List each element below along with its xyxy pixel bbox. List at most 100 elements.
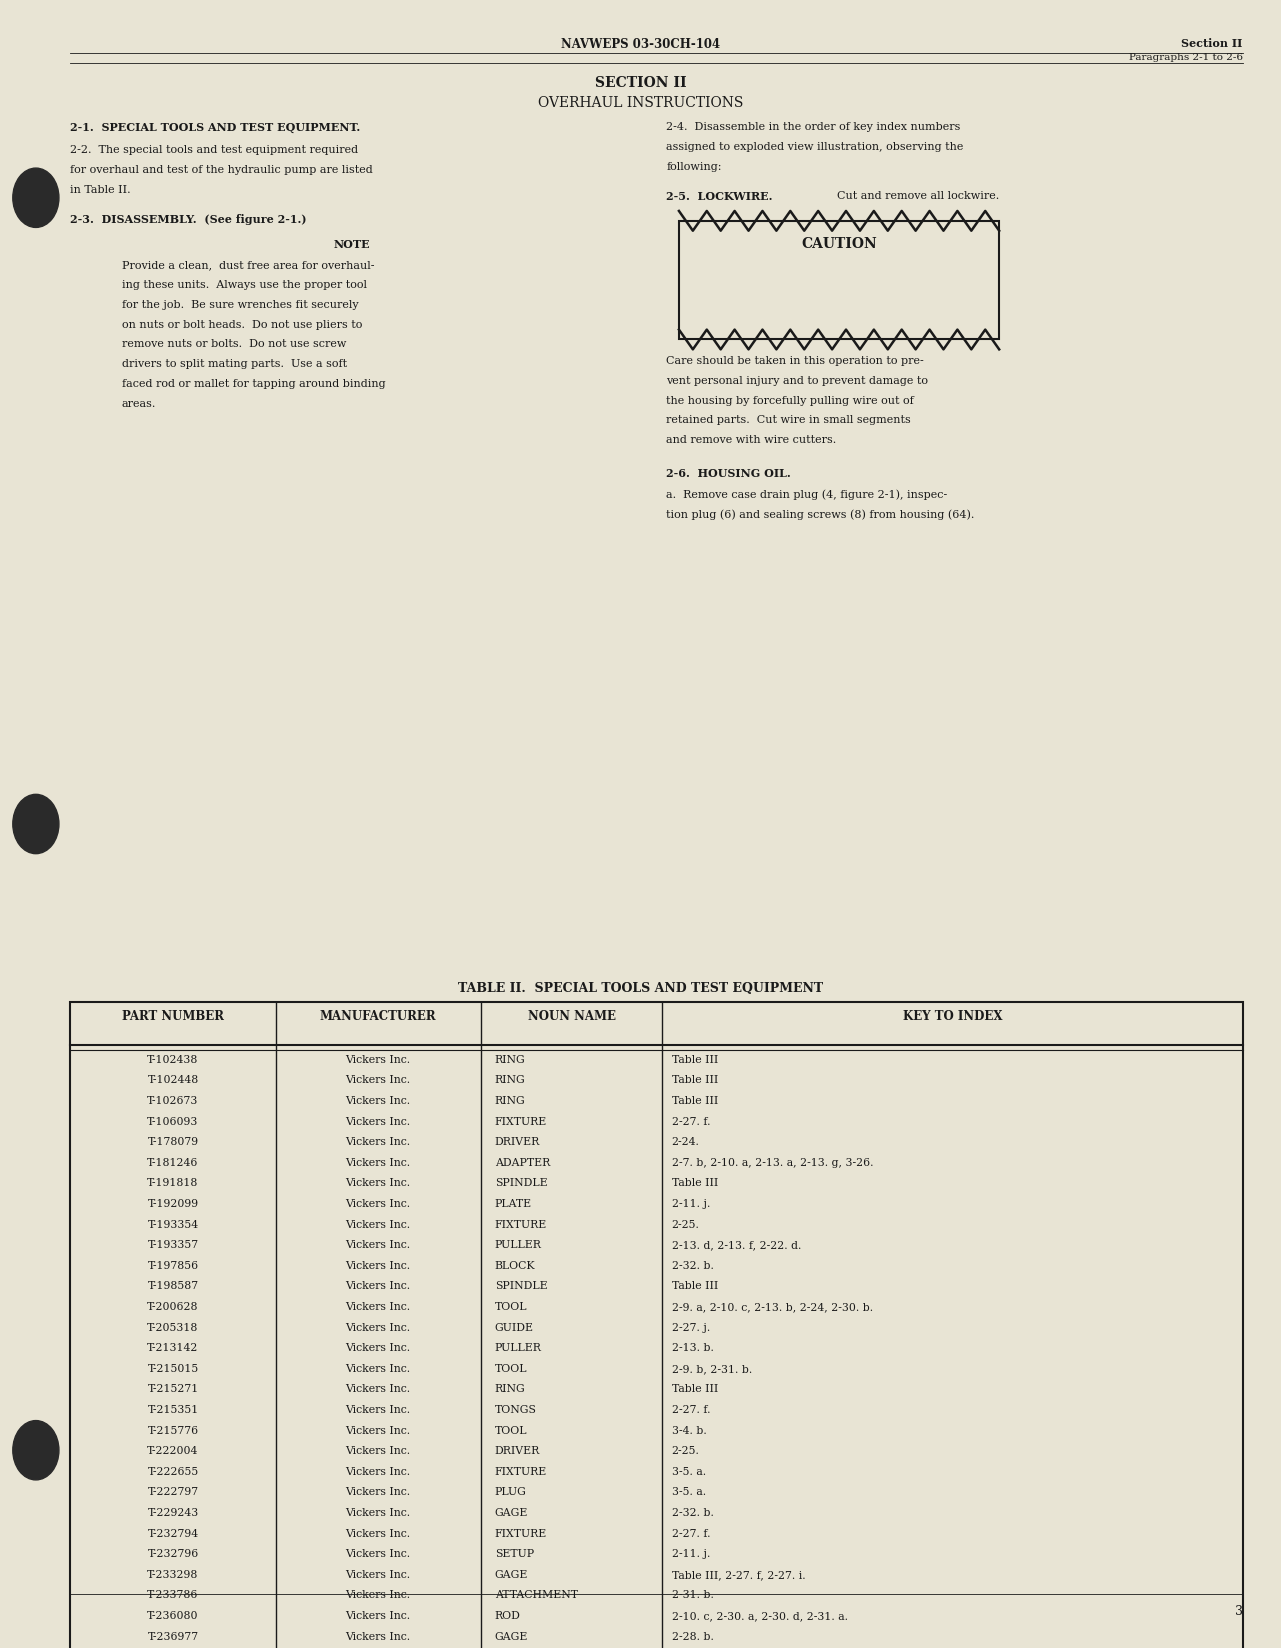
Text: Table III: Table III (671, 1055, 717, 1065)
Text: 2-27. f.: 2-27. f. (671, 1529, 710, 1539)
Text: 3-5. a.: 3-5. a. (671, 1467, 706, 1477)
Text: Vickers Inc.: Vickers Inc. (346, 1612, 411, 1622)
Text: 2-27. j.: 2-27. j. (671, 1322, 710, 1333)
Text: Vickers Inc.: Vickers Inc. (346, 1590, 411, 1600)
Text: Care should be taken in this operation to pre-: Care should be taken in this operation t… (666, 356, 924, 366)
Text: 2-24.: 2-24. (671, 1137, 699, 1147)
Text: tion plug (6) and sealing screws (8) from housing (64).: tion plug (6) and sealing screws (8) fro… (666, 509, 975, 519)
Text: DRIVER: DRIVER (494, 1137, 541, 1147)
Text: Vickers Inc.: Vickers Inc. (346, 1220, 411, 1229)
Text: Vickers Inc.: Vickers Inc. (346, 1322, 411, 1333)
Text: Vickers Inc.: Vickers Inc. (346, 1569, 411, 1580)
Text: TONGS: TONGS (494, 1404, 537, 1416)
Circle shape (13, 168, 59, 227)
Text: Table III, 2-27. f, 2-27. i.: Table III, 2-27. f, 2-27. i. (671, 1569, 806, 1580)
Text: T-200628: T-200628 (147, 1302, 199, 1312)
Text: 2-13. b.: 2-13. b. (671, 1343, 714, 1353)
Text: CAUTION: CAUTION (801, 237, 877, 250)
Text: T-178079: T-178079 (147, 1137, 199, 1147)
Text: T-233298: T-233298 (147, 1569, 199, 1580)
Text: Vickers Inc.: Vickers Inc. (346, 1549, 411, 1559)
Text: FIXTURE: FIXTURE (494, 1529, 547, 1539)
Text: 2-4.  Disassemble in the order of key index numbers: 2-4. Disassemble in the order of key ind… (666, 122, 961, 132)
Text: Vickers Inc.: Vickers Inc. (346, 1117, 411, 1127)
Text: Vickers Inc.: Vickers Inc. (346, 1343, 411, 1353)
Circle shape (13, 1421, 59, 1480)
Text: and remove with wire cutters.: and remove with wire cutters. (666, 435, 836, 445)
Text: Vickers Inc.: Vickers Inc. (346, 1055, 411, 1065)
Text: T-215271: T-215271 (147, 1384, 199, 1394)
Text: the housing by forcefully pulling wire out of: the housing by forcefully pulling wire o… (666, 396, 913, 405)
Text: Cut and remove all lockwire.: Cut and remove all lockwire. (830, 191, 999, 201)
Text: Vickers Inc.: Vickers Inc. (346, 1178, 411, 1188)
Text: Vickers Inc.: Vickers Inc. (346, 1467, 411, 1477)
Text: BLOCK: BLOCK (494, 1261, 535, 1271)
Text: T-205318: T-205318 (147, 1322, 199, 1333)
Text: Vickers Inc.: Vickers Inc. (346, 1426, 411, 1435)
Text: T-215015: T-215015 (147, 1365, 199, 1374)
Text: PULLER: PULLER (494, 1343, 542, 1353)
Text: 2-10. c, 2-30. a, 2-30. d, 2-31. a.: 2-10. c, 2-30. a, 2-30. d, 2-31. a. (671, 1612, 848, 1622)
Text: 2-1.  SPECIAL TOOLS AND TEST EQUIPMENT.: 2-1. SPECIAL TOOLS AND TEST EQUIPMENT. (70, 122, 361, 133)
Text: GAGE: GAGE (494, 1508, 528, 1518)
Text: TABLE II.  SPECIAL TOOLS AND TEST EQUIPMENT: TABLE II. SPECIAL TOOLS AND TEST EQUIPME… (457, 982, 824, 995)
Text: RING: RING (494, 1096, 525, 1106)
Text: SETUP: SETUP (494, 1549, 534, 1559)
Text: Vickers Inc.: Vickers Inc. (346, 1096, 411, 1106)
Text: GAGE: GAGE (494, 1569, 528, 1580)
Circle shape (13, 794, 59, 854)
Text: Paragraphs 2-1 to 2-6: Paragraphs 2-1 to 2-6 (1129, 53, 1243, 61)
Text: drivers to split mating parts.  Use a soft: drivers to split mating parts. Use a sof… (122, 359, 347, 369)
Text: Table III: Table III (671, 1096, 717, 1106)
Text: T-215776: T-215776 (147, 1426, 199, 1435)
Text: T-106093: T-106093 (147, 1117, 199, 1127)
Text: T-193357: T-193357 (147, 1241, 199, 1251)
Text: T-215351: T-215351 (147, 1404, 199, 1416)
Text: Vickers Inc.: Vickers Inc. (346, 1384, 411, 1394)
Text: NOUN NAME: NOUN NAME (528, 1010, 616, 1023)
Text: FIXTURE: FIXTURE (494, 1117, 547, 1127)
Text: GAGE: GAGE (494, 1632, 528, 1641)
Text: Table III: Table III (671, 1384, 717, 1394)
Text: 2-27. f.: 2-27. f. (671, 1404, 710, 1416)
Text: TOOL: TOOL (494, 1426, 528, 1435)
Text: T-191818: T-191818 (147, 1178, 199, 1188)
Text: 2-9. b, 2-31. b.: 2-9. b, 2-31. b. (671, 1365, 752, 1374)
Text: T-102673: T-102673 (147, 1096, 199, 1106)
Text: for overhaul and test of the hydraulic pump are listed: for overhaul and test of the hydraulic p… (70, 165, 373, 175)
Text: 2-25.: 2-25. (671, 1220, 699, 1229)
Text: Vickers Inc.: Vickers Inc. (346, 1508, 411, 1518)
Text: Section II: Section II (1181, 38, 1243, 49)
Text: a.  Remove case drain plug (4, figure 2-1), inspec-: a. Remove case drain plug (4, figure 2-1… (666, 489, 948, 499)
Text: RING: RING (494, 1055, 525, 1065)
Text: Table III: Table III (671, 1282, 717, 1292)
Text: 2-11. j.: 2-11. j. (671, 1200, 710, 1210)
Text: 2-27. f.: 2-27. f. (671, 1117, 710, 1127)
Text: FIXTURE: FIXTURE (494, 1220, 547, 1229)
Text: T-198587: T-198587 (147, 1282, 199, 1292)
Text: Provide a clean,  dust free area for overhaul-: Provide a clean, dust free area for over… (122, 260, 374, 270)
Text: Vickers Inc.: Vickers Inc. (346, 1241, 411, 1251)
Text: T-181246: T-181246 (147, 1159, 199, 1168)
Text: for the job.  Be sure wrenches fit securely: for the job. Be sure wrenches fit secure… (122, 300, 359, 310)
Text: faced rod or mallet for tapping around binding: faced rod or mallet for tapping around b… (122, 379, 386, 389)
Text: 2-9. a, 2-10. c, 2-13. b, 2-24, 2-30. b.: 2-9. a, 2-10. c, 2-13. b, 2-24, 2-30. b. (671, 1302, 872, 1312)
Text: 3-4. b.: 3-4. b. (671, 1426, 707, 1435)
Text: T-232796: T-232796 (147, 1549, 199, 1559)
Text: Vickers Inc.: Vickers Inc. (346, 1159, 411, 1168)
Text: T-222004: T-222004 (147, 1447, 199, 1457)
Text: 2-31. b.: 2-31. b. (671, 1590, 714, 1600)
Text: DRIVER: DRIVER (494, 1447, 541, 1457)
Text: 2-32. b.: 2-32. b. (671, 1508, 714, 1518)
Text: T-102448: T-102448 (147, 1076, 199, 1086)
Text: 2-32. b.: 2-32. b. (671, 1261, 714, 1271)
Text: T-102438: T-102438 (147, 1055, 199, 1065)
Text: T-233786: T-233786 (147, 1590, 199, 1600)
Text: T-213142: T-213142 (147, 1343, 199, 1353)
Text: Vickers Inc.: Vickers Inc. (346, 1529, 411, 1539)
Text: SPINDLE: SPINDLE (494, 1178, 547, 1188)
Text: ing these units.  Always use the proper tool: ing these units. Always use the proper t… (122, 280, 366, 290)
Text: T-232794: T-232794 (147, 1529, 199, 1539)
Text: PLATE: PLATE (494, 1200, 532, 1210)
Text: SPINDLE: SPINDLE (494, 1282, 547, 1292)
